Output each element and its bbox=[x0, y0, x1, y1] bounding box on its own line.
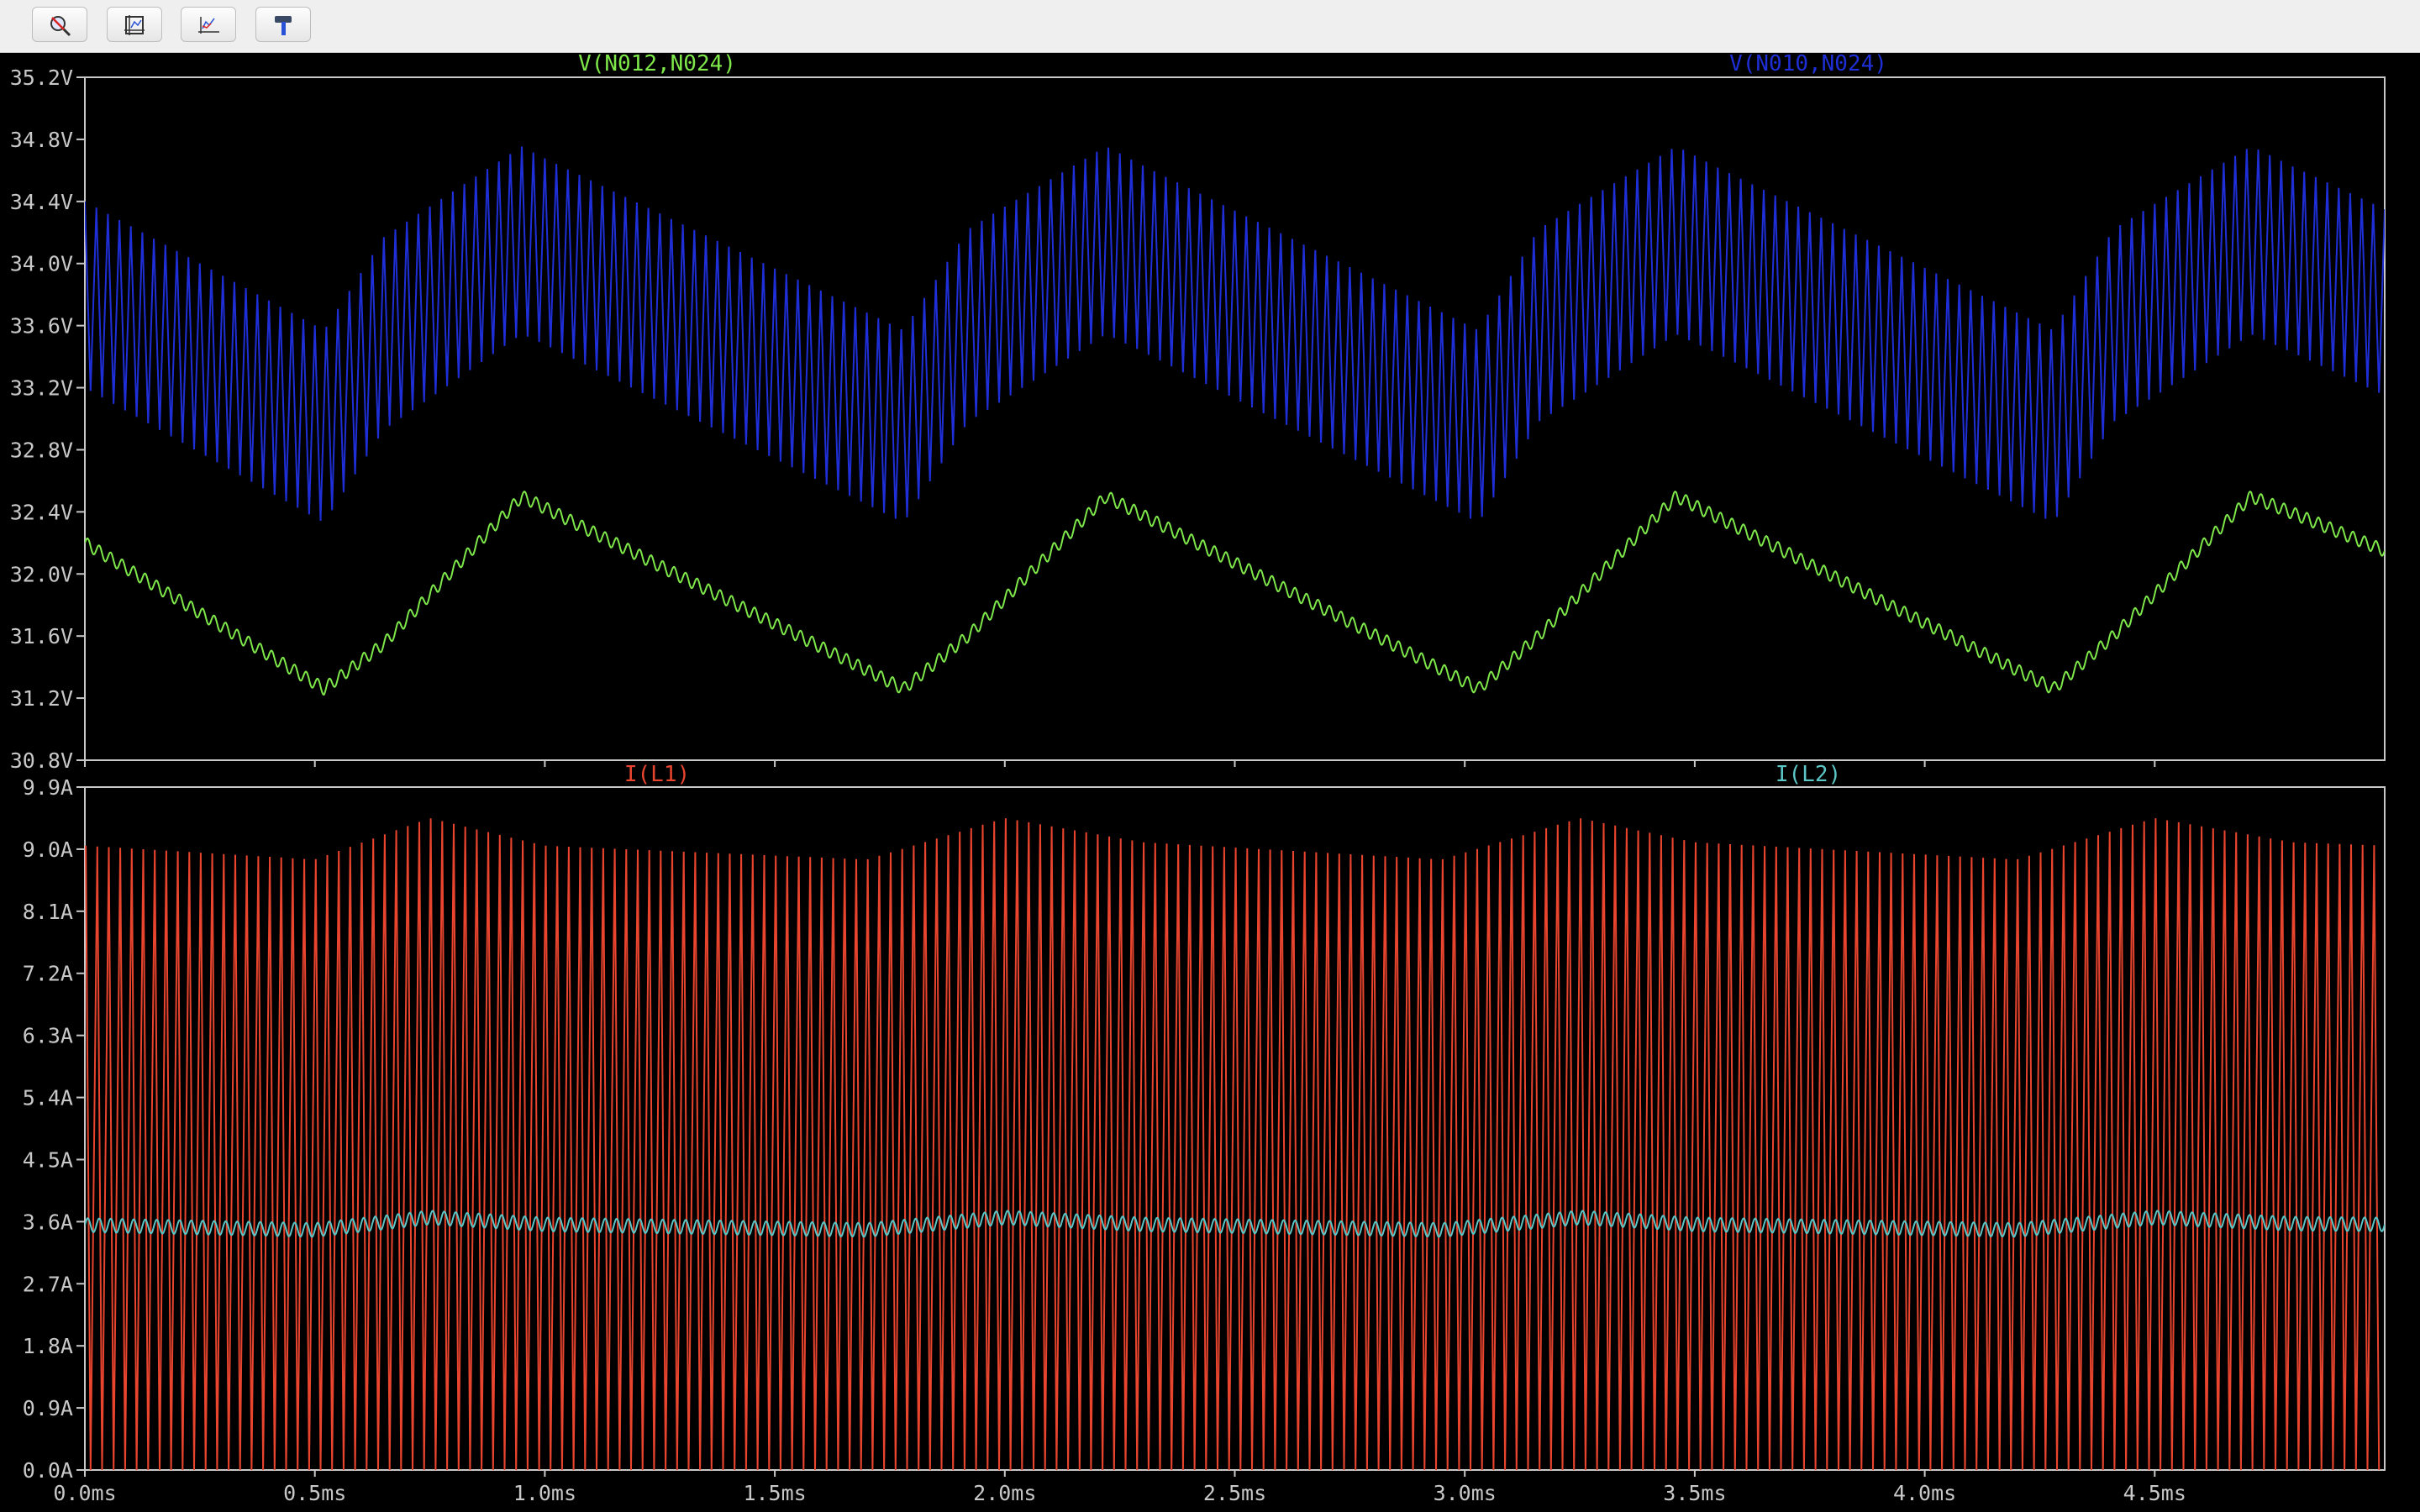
x-tick-label: 3.5ms bbox=[1663, 1481, 1726, 1505]
zoom-to-fit-icon bbox=[124, 15, 145, 35]
y-tick-label: 35.2V bbox=[10, 66, 73, 90]
pan-waveform-button[interactable] bbox=[181, 7, 236, 42]
y-tick-label: 0.9A bbox=[23, 1396, 73, 1420]
y-tick-label: 7.2A bbox=[23, 962, 73, 986]
x-tick-label: 1.5ms bbox=[743, 1481, 806, 1505]
y-tick-label: 5.4A bbox=[23, 1086, 73, 1110]
trace-label-1[interactable]: I(L2) bbox=[1776, 762, 1841, 787]
waveform-viewer[interactable]: 35.2V 34.8V 34.4V 34.0V 33.6V 33.2V 32.8V 32.4V… bbox=[0, 52, 2420, 1512]
y-tick-label: 30.8V bbox=[10, 748, 73, 773]
y-tick-label: 34.4V bbox=[10, 190, 73, 214]
trace-v-n012-n024- bbox=[85, 491, 2385, 696]
y-tick-label: 2.7A bbox=[23, 1272, 73, 1296]
y-tick-label: 6.3A bbox=[23, 1024, 73, 1048]
pan-waveform-icon bbox=[198, 17, 219, 34]
hammer-tool-icon bbox=[275, 16, 292, 35]
y-tick-label: 4.5A bbox=[23, 1147, 73, 1172]
x-tick-label: 2.5ms bbox=[1203, 1481, 1266, 1505]
y-tick-label: 3.6A bbox=[23, 1210, 73, 1234]
y-tick-label: 31.6V bbox=[10, 624, 73, 648]
trace-label-1[interactable]: V(N010,N024) bbox=[1729, 52, 1887, 76]
y-tick-label: 1.8A bbox=[23, 1334, 73, 1358]
x-tick-label: 0.5ms bbox=[283, 1481, 346, 1505]
zoom-to-fit-button[interactable] bbox=[107, 7, 162, 42]
autorange-zoom-icon bbox=[50, 16, 71, 37]
y-tick-label: 32.4V bbox=[10, 500, 73, 524]
trace-i-l1- bbox=[85, 818, 2381, 1470]
x-tick-label: 4.5ms bbox=[2123, 1481, 2186, 1505]
autorange-zoom-button[interactable] bbox=[32, 7, 87, 42]
plot-pane-top[interactable] bbox=[84, 76, 2386, 761]
toolbar bbox=[0, 0, 2420, 53]
y-tick-label: 9.0A bbox=[23, 837, 73, 862]
x-tick-label: 0.0ms bbox=[53, 1481, 116, 1505]
x-tick-label: 4.0ms bbox=[1893, 1481, 1956, 1505]
x-tick-label: 1.0ms bbox=[513, 1481, 576, 1505]
y-tick-label: 8.1A bbox=[23, 900, 73, 924]
trace-v-n010-n024- bbox=[85, 146, 2385, 522]
y-tick-label: 32.8V bbox=[10, 438, 73, 462]
y-tick-label: 9.9A bbox=[23, 775, 73, 800]
y-tick-label: 33.6V bbox=[10, 314, 73, 339]
hammer-tool-button[interactable] bbox=[255, 7, 311, 42]
y-tick-label: 33.2V bbox=[10, 376, 73, 401]
y-tick-label: 0.0A bbox=[23, 1458, 73, 1483]
trace-label-0[interactable]: V(N012,N024) bbox=[578, 52, 736, 76]
x-tick-label: 2.0ms bbox=[973, 1481, 1036, 1505]
y-tick-label: 34.8V bbox=[10, 128, 73, 152]
x-tick-label: 3.0ms bbox=[1434, 1481, 1497, 1505]
y-tick-label: 34.0V bbox=[10, 252, 73, 276]
y-tick-label: 31.2V bbox=[10, 686, 73, 711]
trace-i-l2- bbox=[85, 1210, 2385, 1238]
trace-label-0[interactable]: I(L1) bbox=[624, 762, 690, 787]
y-tick-label: 32.0V bbox=[10, 562, 73, 586]
